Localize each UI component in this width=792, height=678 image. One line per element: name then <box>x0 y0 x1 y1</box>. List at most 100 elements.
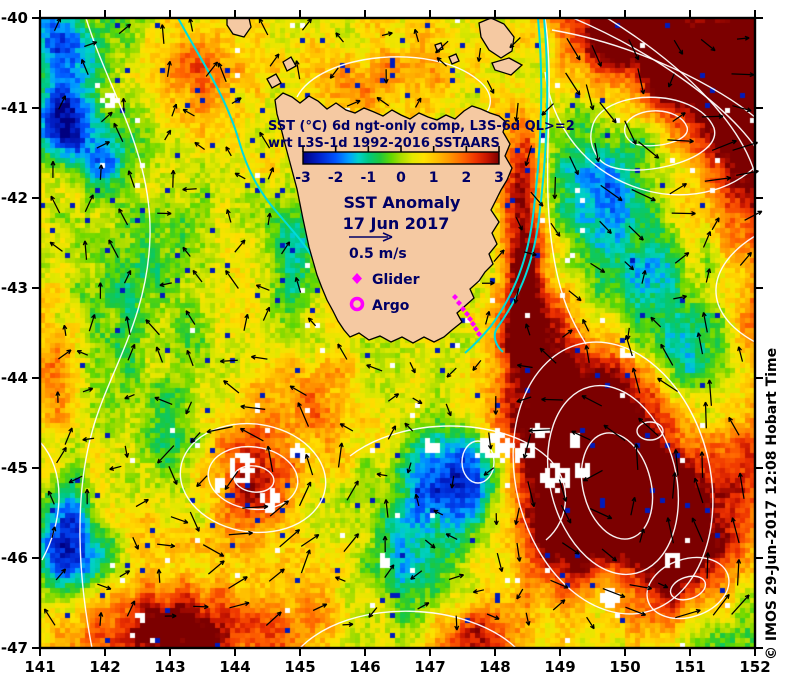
current-vector-arrow <box>300 533 320 547</box>
current-vector-arrow <box>624 261 635 271</box>
ssh-contour <box>572 17 757 149</box>
current-vector-arrow <box>207 560 225 575</box>
current-vector-arrow <box>591 44 602 67</box>
current-vector-arrow <box>68 475 83 484</box>
current-vector-arrow <box>100 111 113 123</box>
current-vector-arrow <box>205 61 219 77</box>
current-vector-arrow <box>243 313 250 331</box>
current-vector-arrow <box>98 612 104 626</box>
glider-marker-icon <box>352 273 362 284</box>
current-vector-arrow <box>516 588 524 600</box>
current-vector-arrow <box>56 446 67 464</box>
current-vector-arrow <box>381 31 393 37</box>
current-vector-arrow <box>472 589 485 594</box>
colorbar-tick-label: 1 <box>429 170 439 186</box>
current-vector-arrow <box>584 344 590 364</box>
current-vector-arrow <box>185 310 196 325</box>
current-vector-arrow <box>569 156 579 176</box>
current-vector-arrow <box>672 112 686 123</box>
current-vector-arrow <box>657 377 678 393</box>
current-vector-arrow <box>250 354 268 360</box>
x-tick-label: 151 <box>674 658 705 676</box>
current-vector-arrow <box>601 548 618 562</box>
y-tick-label: -43 <box>1 279 28 297</box>
current-vector-arrow <box>289 385 307 397</box>
current-vector-arrow <box>312 603 328 612</box>
current-vector-arrow <box>638 141 660 159</box>
current-vector-arrow <box>589 507 613 520</box>
current-vector-arrow <box>541 103 554 116</box>
current-vector-arrow <box>599 220 612 234</box>
current-vector-arrow <box>728 416 740 436</box>
current-vector-arrow <box>705 552 711 579</box>
current-vector-arrow <box>701 113 724 119</box>
current-vector-arrow <box>603 424 626 442</box>
current-vector-arrow <box>483 467 495 476</box>
current-vector-arrow <box>145 319 160 336</box>
glider-track-point <box>470 321 476 327</box>
current-vector-arrow <box>736 559 742 586</box>
current-vector-arrow <box>435 40 449 54</box>
current-vector-arrow <box>404 422 414 432</box>
current-vector-arrow <box>192 269 203 283</box>
current-vector-arrow <box>558 479 568 502</box>
current-vector-arrow <box>384 564 395 578</box>
argo-label: Argo <box>372 298 410 314</box>
current-vector-arrow <box>673 449 679 476</box>
current-vector-arrow <box>307 317 317 327</box>
current-vector-arrow <box>739 251 753 266</box>
current-vector-arrow <box>412 397 423 405</box>
current-vector-arrow <box>108 239 119 258</box>
current-vector-arrow <box>182 108 195 117</box>
glider-track-point <box>452 294 458 300</box>
y-tick-label: -42 <box>1 189 28 207</box>
current-vector-arrow <box>513 288 520 304</box>
current-vector-arrow <box>259 131 271 149</box>
current-vector-arrow <box>88 313 96 332</box>
current-vector-arrow <box>449 475 455 489</box>
current-vector-arrow <box>126 600 136 617</box>
current-vector-arrow <box>702 231 712 248</box>
current-vector-arrow <box>185 401 193 415</box>
ssh-contour-eddy <box>636 421 664 441</box>
current-vector-arrow <box>335 32 344 43</box>
credit-text: © IMOS 29-Jun-2017 12:08 Hobart Time <box>764 348 780 660</box>
x-tick-label: 147 <box>414 658 445 676</box>
current-vector-arrow <box>731 594 750 615</box>
current-vector-arrow <box>223 379 240 394</box>
current-vector-arrow <box>541 397 563 403</box>
current-vector-arrow <box>109 465 122 471</box>
current-vector-arrow <box>217 62 227 83</box>
current-vector-arrow <box>624 335 633 357</box>
ssh-contour <box>544 17 587 345</box>
current-vector-arrow <box>242 504 269 510</box>
current-vector-arrow <box>628 225 644 241</box>
vector-scale-label: 0.5 m/s <box>349 246 407 262</box>
current-vector-arrow <box>625 606 647 617</box>
current-vector-arrow <box>673 39 684 55</box>
current-vector-arrow <box>343 533 360 552</box>
current-vector-arrow <box>696 332 704 355</box>
current-vector-arrow <box>239 427 264 442</box>
colorbar-tick-label: -3 <box>295 170 311 186</box>
current-vector-arrow <box>445 403 452 417</box>
current-vector-arrow <box>113 122 124 143</box>
current-vector-arrow <box>53 17 62 32</box>
current-vector-arrow <box>334 576 346 582</box>
current-vector-arrow <box>224 470 239 491</box>
current-vector-arrow <box>64 427 73 445</box>
current-vector-arrow <box>124 394 135 400</box>
current-vector-arrow <box>433 509 444 516</box>
current-vector-arrow <box>705 268 712 283</box>
x-tick-label: 143 <box>154 658 185 676</box>
current-vector-arrow <box>516 396 532 404</box>
axis-ticks-and-labels: 141 142 143 144 145 146 147 148 149 150 151 152 -40 -… <box>1 9 771 676</box>
map-legend: SST (°C) 6d ngt-only comp, L3S-6d QL>=2 … <box>268 119 575 314</box>
current-vector-arrow <box>568 290 582 302</box>
current-vector-arrow <box>599 102 617 124</box>
current-vector-arrow <box>47 490 55 505</box>
current-vector-arrow <box>514 102 519 122</box>
current-vector-arrows <box>43 17 763 631</box>
current-vector-arrow <box>337 442 344 468</box>
